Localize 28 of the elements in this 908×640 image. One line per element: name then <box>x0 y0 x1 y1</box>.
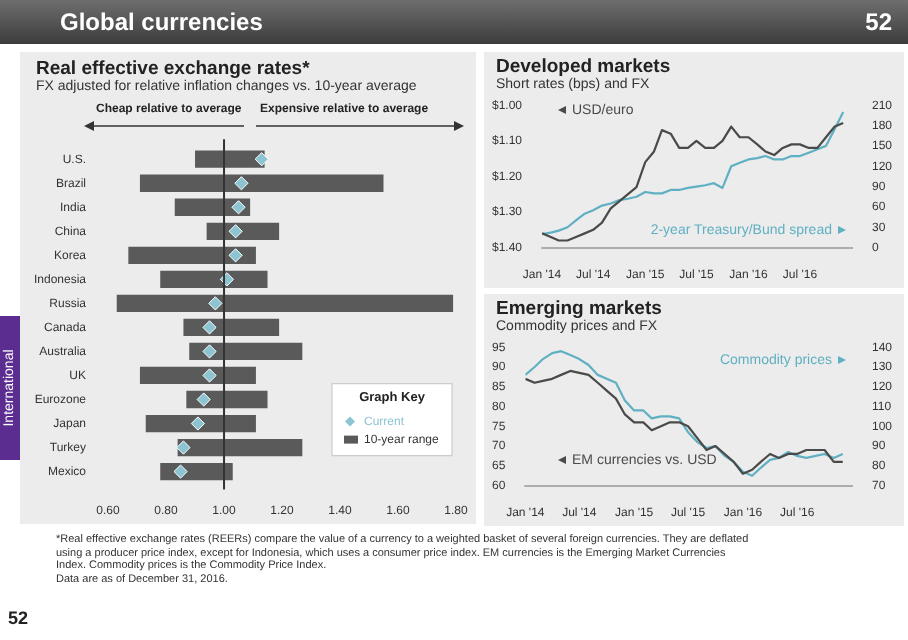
point <box>228 248 243 263</box>
chart-title: Developed markets <box>496 56 671 78</box>
point <box>190 416 206 431</box>
point <box>234 176 249 191</box>
point <box>202 344 217 359</box>
bar <box>160 270 268 289</box>
bar <box>139 366 256 385</box>
point <box>254 152 269 167</box>
point <box>231 200 246 215</box>
chart-title: Emerging markets <box>496 298 662 320</box>
chart-title: Real effective exchange rates* <box>36 58 310 80</box>
bar <box>116 294 454 313</box>
point <box>202 368 217 383</box>
text: 52 <box>865 8 892 36</box>
point <box>173 464 188 479</box>
bar <box>128 246 256 264</box>
text: 52 <box>8 608 29 628</box>
bar <box>183 318 280 337</box>
point <box>208 296 223 311</box>
bar <box>139 174 384 192</box>
bar <box>177 438 303 457</box>
point <box>196 392 211 407</box>
text: Global currencies <box>60 8 263 36</box>
point <box>176 440 191 455</box>
bar <box>145 414 256 433</box>
point <box>228 224 243 239</box>
point <box>202 320 217 335</box>
bar <box>189 342 303 361</box>
